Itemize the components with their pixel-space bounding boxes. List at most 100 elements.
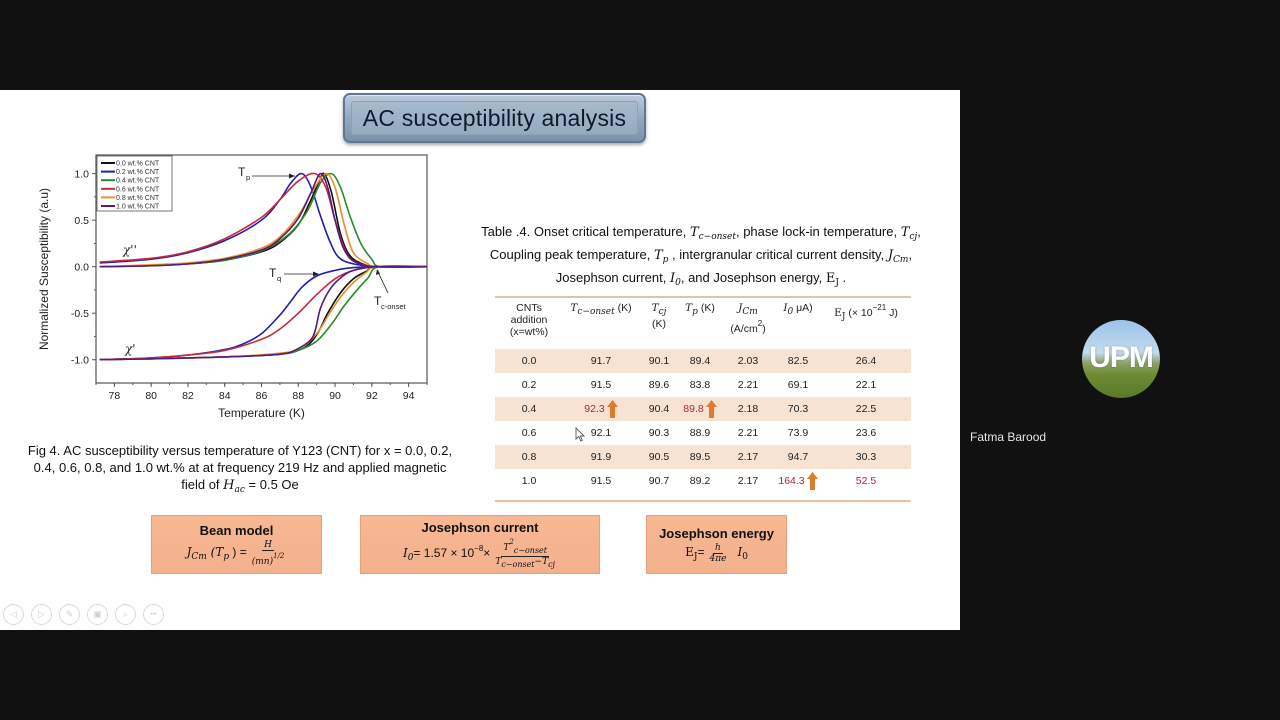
previous-slide-button[interactable]: ◁ [3,604,24,625]
den-text: T [495,556,502,567]
chart-canvas: 78 80 82 84 86 88 90 92 94 -1.0 -0.5 0.0 0.5 1.0 Tempe… [37,154,428,420]
y-axis-label: Normalized Susceptibility (a.u) [37,188,51,350]
participant-name: Fatma Barood [970,430,1047,444]
up-arrow-icon [705,400,717,418]
table-row: 1.0 91.5 90.7 89.2 2.17 164.3 52.5 [495,469,911,493]
fraction-denominator: Tc−onset−Tcj [493,557,557,570]
formula-times: × [483,545,491,560]
cell-cnt: 0.4 [521,403,537,415]
tcj-annotation: T [269,266,277,280]
legend-label: 0.2 wt.% CNT [116,169,160,176]
x-tick-label: 86 [256,390,268,402]
y-tick-label: -0.5 [71,308,89,320]
header-jcm: JCm (A/cm2) [721,297,775,349]
h-ac-symbol: H [223,478,235,493]
ej-sub: J [835,278,839,288]
tcj-arrowhead [313,271,319,277]
formula-eq: = [697,544,705,559]
x-tick-label: 80 [145,390,157,402]
x-tick-label: 82 [182,390,194,402]
josephson-energy-formula: EJ= h 4πe I0 [685,543,748,564]
header-sub: cj [658,307,667,317]
y-tick-label: 1.0 [74,169,89,181]
pen-icon: ✎ [65,609,74,619]
header-ej: EJ (× 10−21 J) [821,297,911,349]
y-tick-label: -1.0 [71,355,89,367]
table-row: 0.2 91.5 89.6 83.8 2.21 69.1 22.1 [495,373,911,397]
cell-jcm: 2.17 [737,451,759,463]
tp-arrowhead [289,173,295,179]
more-options-button[interactable]: ••• [143,604,164,625]
series-chi2-line [99,172,428,268]
tc-onset-annotation-sub: c-onset [381,302,407,311]
slide-sorter-button[interactable]: ▣ [87,604,108,625]
header-sub: Cm [742,307,758,317]
header-sub: 0 [787,307,794,317]
previous-icon: ◁ [10,609,17,619]
cell-tcj: 89.6 [648,379,670,391]
header-symbol: T [570,302,578,314]
cell-tc-onset: 92.3 [563,397,639,421]
ej-symbol: E [825,271,836,286]
header-text: addition [510,314,548,326]
formula-symbol: E [685,544,694,559]
next-slide-button[interactable]: ▷ [31,604,52,625]
cell-tp: 89.2 [689,475,711,487]
num-text: T [503,542,510,553]
jcm-sub: Cm [893,255,909,265]
header-symbol: I [783,302,788,314]
table-caption: Table .4. Onset critical temperature, Tc… [470,223,932,292]
formula-sub: Cm [191,551,207,562]
header-symbol: T [685,302,693,314]
x-tick-label: 90 [329,390,341,402]
cell-ej: 23.6 [855,427,877,439]
formula-symbol: J [186,544,192,559]
cell-tc-onset: 91.5 [590,475,612,487]
x-tick-label: 94 [403,390,415,402]
highlighted-value: 52.5 [855,475,877,487]
table-row: 0.0 91.7 90.1 89.4 2.03 82.5 26.4 [495,349,911,373]
header-sub: p [692,307,698,317]
tp-annotation-sub: p [246,173,250,182]
participant-tile[interactable]: UPM Fatma Barood [960,270,1280,450]
cell-i0: 69.1 [787,379,809,391]
cell-tc-onset: 91.5 [590,379,612,391]
cell-tcj: 90.3 [648,427,670,439]
cell-i0: 70.3 [787,403,809,415]
table-bottom-rule [495,500,911,502]
y-tick-label: 0.0 [74,262,89,274]
tc-onset-symbol: T [689,225,699,240]
legend-label: 0.6 wt.% CNT [116,186,160,193]
cell-tc-onset: 91.9 [590,451,612,463]
x-tick-label: 92 [366,390,378,402]
zoom-button[interactable]: ⌕ [115,604,136,625]
bean-model-box: Bean model JCm (Tp ) = H (mn)1/2 [151,515,322,574]
formula-sup: −8 [474,543,484,553]
cell-tp: 83.8 [689,379,711,391]
highlighted-value: 164.3 [778,474,805,487]
next-icon: ▷ [38,609,45,619]
legend-label: 0.8 wt.% CNT [116,195,160,202]
den-text: (mn) [251,556,274,567]
den-sup: 1/2 [273,551,285,560]
cell-i0: 82.5 [787,355,809,367]
cell-tp: 89.5 [689,451,711,463]
x-tick-label: 78 [109,390,121,402]
x-tick-label: 88 [292,390,304,402]
header-cnt: CNTs addition (x=wt%) [495,297,563,349]
i0-sub: 0 [675,278,681,288]
legend-label: 1.0 wt.% CNT [116,204,160,211]
chi-prime-label: χ' [124,342,136,356]
header-symbol: E [834,307,842,319]
cell-ej: 30.3 [855,451,877,463]
pen-tool-button[interactable]: ✎ [59,604,80,625]
figure-caption: Fig 4. AC susceptibility versus temperat… [20,442,460,499]
header-unit: ) [762,323,766,335]
tcj-annotation-sub: q [277,274,281,283]
header-unit: (K) [652,318,666,330]
fraction-denominator: (mn)1/2 [250,551,287,567]
formula-fraction: h 4πe [707,543,728,564]
josephson-current-box: Josephson current I0= 1.57 × 10−8× T2c−o… [360,515,600,574]
cell-tcj: 90.1 [648,355,670,367]
series-chi1-line [99,265,428,361]
